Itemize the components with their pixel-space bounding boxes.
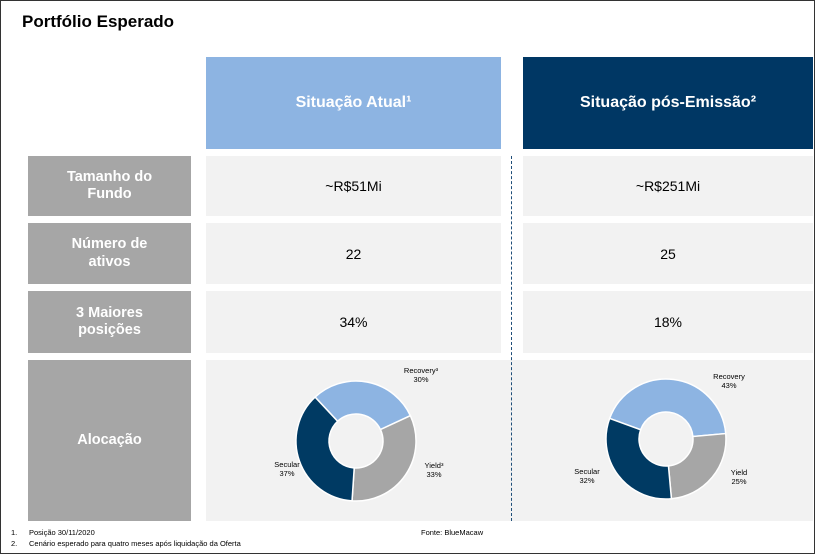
donut-segment <box>314 380 412 431</box>
segment-value-label: 33% <box>426 470 441 479</box>
cell: ~R$51Mi <box>206 156 501 216</box>
donut-segment <box>608 378 727 438</box>
column-header: Situação Atual¹ <box>206 57 501 149</box>
footnote-number: 2. <box>11 539 18 548</box>
column-header: Situação pós-Emissão² <box>523 57 813 149</box>
footnote: Posição 30/11/2020 <box>29 528 95 537</box>
row-label: Tamanho do Fundo <box>28 156 191 216</box>
donut-segment <box>667 432 727 500</box>
footnote-number: 1. <box>11 528 18 537</box>
donut-segment <box>605 417 673 500</box>
segment-label: Yield³ <box>425 461 444 470</box>
row-label: Alocação <box>28 360 191 521</box>
segment-label: Secular <box>574 467 600 476</box>
divider <box>511 156 512 521</box>
row-label: Número de ativos <box>28 223 191 284</box>
row-label: 3 Maiores posições <box>28 291 191 353</box>
segment-label: Recovery³ <box>404 366 439 375</box>
segment-label: Yield <box>731 468 747 477</box>
segment-value-label: 32% <box>579 476 594 485</box>
segment-value-label: 25% <box>731 477 746 486</box>
cell: 22 <box>206 223 501 284</box>
donut-segment <box>295 396 356 502</box>
segment-value-label: 30% <box>413 375 428 384</box>
cell: 18% <box>523 291 813 353</box>
segment-value-label: 43% <box>721 381 736 390</box>
title: Portfólio Esperado <box>22 12 175 31</box>
segment-value-label: 37% <box>279 469 294 478</box>
donut-segment <box>351 414 417 502</box>
footnote: Cenário esperado para quatro meses após … <box>29 539 241 548</box>
cell: 34% <box>206 291 501 353</box>
source: Fonte: BlueMacaw <box>421 528 484 537</box>
cell: ~R$251Mi <box>523 156 813 216</box>
cell: 25 <box>523 223 813 284</box>
segment-label: Secular <box>274 460 300 469</box>
segment-label: Recovery <box>713 372 745 381</box>
